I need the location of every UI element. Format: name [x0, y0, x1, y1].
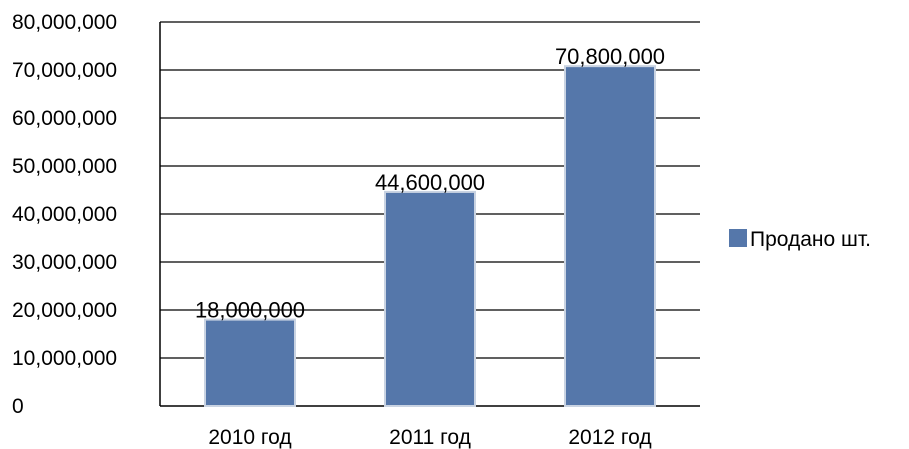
x-axis-tick-labels: 2010 год 2011 год 2012 год	[208, 426, 651, 449]
legend-swatch	[729, 229, 747, 247]
y-tick-label: 70,000,000	[12, 59, 117, 82]
bars	[204, 65, 656, 408]
bar	[384, 190, 476, 407]
y-tick-label: 20,000,000	[12, 299, 117, 322]
y-tick-label: 80,000,000	[12, 11, 117, 34]
y-tick-label: 40,000,000	[12, 203, 117, 226]
legend-label-sold: Продано шт.	[750, 228, 871, 251]
y-tick-label: 60,000,000	[12, 107, 117, 130]
data-label: 18,000,000	[195, 298, 305, 323]
y-tick-label: 10,000,000	[12, 347, 117, 370]
x-tick-label: 2010 год	[208, 426, 291, 449]
data-labels: 18,000,000 44,600,000 70,800,000	[195, 44, 665, 322]
y-axis-tick-labels: 0 10,000,000 20,000,000 30,000,000 40,000,00…	[12, 11, 117, 418]
data-label: 70,800,000	[555, 44, 665, 69]
y-tick-label: 50,000,000	[12, 155, 117, 178]
x-tick-label: 2011 год	[389, 426, 471, 449]
bar	[564, 65, 656, 407]
legend: Продано шт.	[729, 228, 871, 251]
y-tick-label: 30,000,000	[12, 251, 117, 274]
data-label: 44,600,000	[375, 170, 485, 195]
x-tick-label: 2012 год	[568, 426, 651, 449]
y-tick-label: 0	[12, 395, 24, 418]
bar	[204, 318, 296, 408]
